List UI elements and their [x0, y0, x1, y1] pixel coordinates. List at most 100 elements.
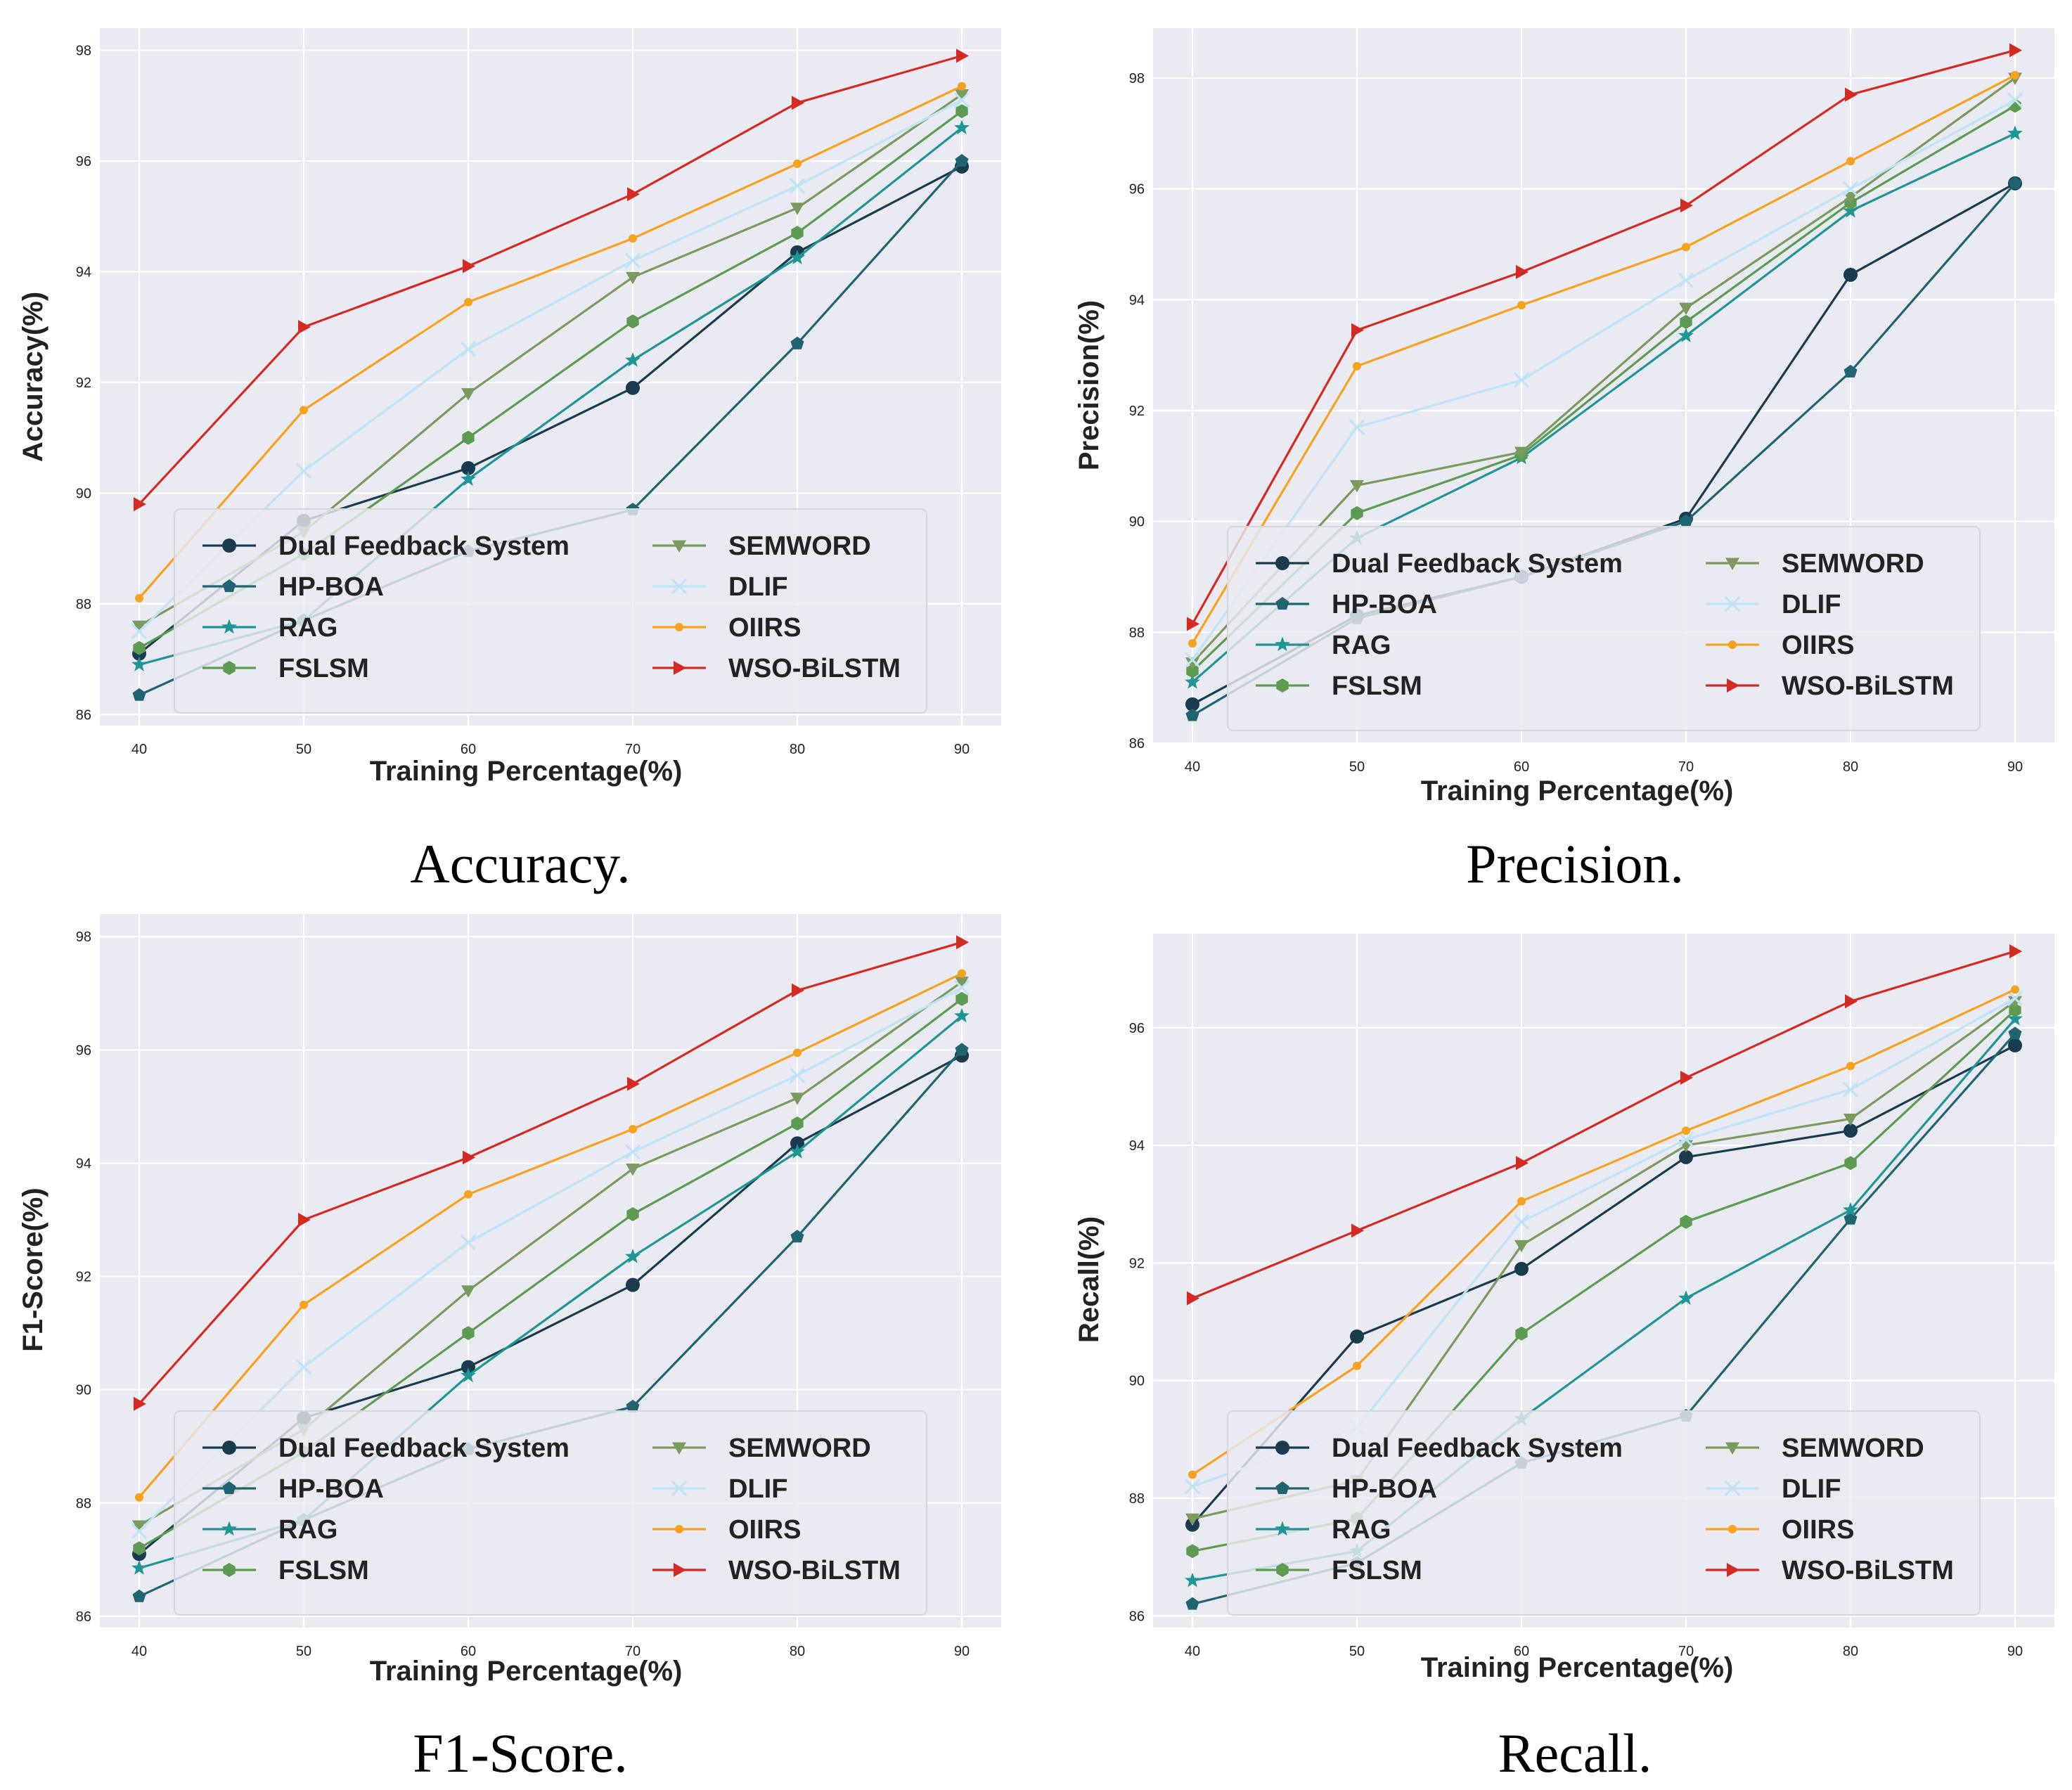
x-tick-label: 50: [1349, 1644, 1365, 1659]
data-point: [1353, 1361, 1361, 1370]
data-point: [954, 1007, 970, 1023]
series-dlif: [1184, 92, 2023, 668]
data-point: [1185, 1597, 1199, 1610]
legend-label: SEMWORD: [1782, 549, 1924, 579]
data-point: [460, 1235, 477, 1251]
series-dlif: [131, 92, 970, 640]
legend-item: WSO-BiLSTM: [1706, 1556, 1954, 1585]
legend-box: [174, 508, 927, 714]
data-point: [461, 1360, 475, 1374]
legend-marker: [1275, 1481, 1289, 1495]
legend-box: [1227, 526, 1981, 731]
legend-item: Dual Feedback System: [1256, 549, 1623, 579]
data-point: [1517, 301, 1526, 310]
legend-marker: [672, 540, 686, 553]
data-point: [463, 1150, 475, 1165]
data-point: [1680, 1214, 1692, 1229]
legend-item: FSLSM: [202, 1556, 369, 1585]
data-point: [1843, 1113, 1858, 1126]
data-point: [955, 153, 969, 167]
legend-label: Dual Feedback System: [278, 1434, 570, 1463]
data-point: [791, 226, 804, 240]
x-tick-label: 90: [2007, 759, 2023, 775]
legend-marker: [222, 1481, 236, 1495]
legend-item: HP-BOA: [1256, 1474, 1437, 1504]
legend: Dual Feedback System HP-BOA RAG FSLSM SEMWOR…: [174, 1410, 927, 1616]
x-tick-label: 80: [1843, 759, 1858, 775]
series-line: [138, 54, 963, 506]
data-point: [626, 1277, 640, 1292]
data-point: [792, 96, 804, 110]
data-point: [626, 271, 640, 285]
legend-label: HP-BOA: [278, 572, 384, 602]
legend-marker: [1725, 1442, 1739, 1455]
legend-label: WSO-BiLSTM: [1782, 1556, 1954, 1585]
legend-label: HP-BOA: [1332, 1474, 1437, 1504]
x-tick-label: 50: [296, 1644, 311, 1659]
legend-label: OIIRS: [728, 613, 801, 643]
y-tick-label: 96: [1129, 1021, 1145, 1036]
data-point: [1517, 1197, 1526, 1206]
y-axis-title: F1-Score(%): [18, 1187, 49, 1351]
data-point: [790, 336, 804, 349]
data-point: [464, 1190, 472, 1199]
data-point: [1516, 264, 1529, 279]
data-point: [464, 297, 472, 307]
legend-item: RAG: [1256, 1515, 1391, 1545]
legend-item: RAG: [202, 613, 337, 643]
data-point: [1678, 328, 1694, 342]
legend-marker: [223, 661, 236, 675]
data-point: [1842, 181, 1859, 197]
legend-box: [1227, 1410, 1981, 1616]
legend-marker: [672, 1442, 686, 1455]
legend-marker: [1275, 597, 1289, 610]
legend-item: DLIF: [652, 1474, 787, 1504]
chart-caption: Precision.: [1466, 833, 1684, 894]
data-point: [132, 1589, 146, 1602]
legend-label: OIIRS: [728, 1515, 801, 1545]
data-point: [1846, 1062, 1855, 1071]
x-tick-label: 60: [1514, 759, 1529, 775]
legend-marker: [223, 1563, 236, 1577]
data-point: [790, 1136, 804, 1151]
legend-item: HP-BOA: [1256, 590, 1437, 619]
series-line: [1192, 989, 2016, 1476]
data-point: [789, 178, 806, 194]
series-line: [1192, 950, 2016, 1300]
legend-item: DLIF: [652, 572, 787, 602]
y-tick-label: 98: [76, 929, 91, 945]
x-tick-label: 60: [461, 742, 476, 757]
data-point: [626, 314, 639, 329]
data-point: [954, 120, 970, 135]
legend-marker: [1728, 1525, 1737, 1533]
data-point: [1353, 361, 1361, 371]
y-tick-label: 94: [1129, 1138, 1145, 1154]
data-point: [956, 935, 969, 950]
series-oiirs: [1188, 985, 2019, 1479]
data-point: [1514, 1261, 1529, 1276]
x-tick-label: 50: [1349, 759, 1365, 775]
data-point: [1186, 664, 1199, 678]
series-wso-bilstm: [134, 935, 969, 1411]
data-point: [1351, 506, 1363, 520]
legend-marker: [674, 661, 686, 675]
data-point: [2009, 1003, 2021, 1017]
data-point: [2009, 43, 2022, 58]
legend-label: SEMWORD: [728, 1434, 871, 1463]
data-point: [1845, 994, 1858, 1009]
data-point: [2011, 71, 2019, 80]
legend-item: OIIRS: [1706, 631, 1854, 660]
data-point: [629, 1125, 637, 1134]
legend-label: Dual Feedback System: [1332, 549, 1623, 579]
data-point: [1185, 708, 1199, 721]
data-point: [1844, 1156, 1857, 1171]
legend-item: DLIF: [1706, 1474, 1841, 1504]
legend-label: DLIF: [728, 572, 787, 602]
y-tick-label: 96: [1129, 182, 1145, 198]
data-point: [958, 969, 966, 978]
data-point: [461, 1285, 475, 1298]
legend-label: OIIRS: [1782, 631, 1854, 660]
data-point: [790, 1093, 804, 1105]
legend-item: HP-BOA: [202, 1474, 384, 1504]
